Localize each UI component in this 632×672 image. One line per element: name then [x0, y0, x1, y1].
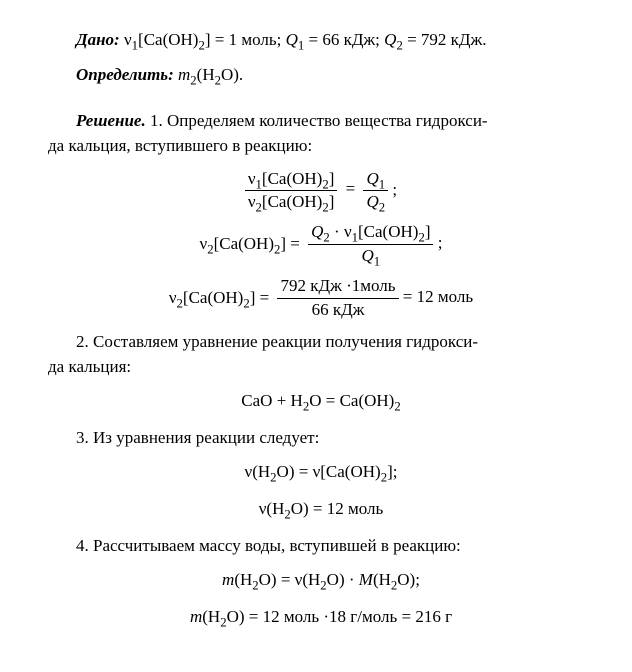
step-4: 4. Рассчитываем массу воды, вступившей в…	[48, 534, 594, 559]
step-3: 3. Из уравнения реакции следует:	[48, 426, 594, 451]
equation-nu-h2o-eq: ν(H2O) = ν[Ca(OH)2];	[48, 460, 594, 485]
equation-mass-symbolic: m(H2O) = ν(H2O) · M(H2O);	[48, 568, 594, 593]
determine-label: Определить:	[76, 65, 174, 84]
reaction-equation: CaO + H2O = Ca(OH)2	[48, 389, 594, 414]
solution-label: Решение.	[76, 111, 146, 130]
determine-line: Определить: m2(H2O).	[48, 63, 594, 88]
equation-nu2-numeric: ν2[Ca(OH)2] = 792 кДж ·1моль 66 кДж = 12…	[48, 276, 594, 320]
given-line: Дано: ν1[Ca(OH)2] = 1 моль; Q1 = 66 кДж;…	[48, 28, 594, 53]
equation-mass-numeric: m(H2O) = 12 моль ·18 г/моль = 216 г	[48, 605, 594, 630]
step-2-cont: да кальция:	[48, 355, 594, 380]
step-2: 2. Составляем уравнение реакции получени…	[48, 330, 594, 355]
equation-nu2-symbolic: ν2[Ca(OH)2] = Q2 · ν1[Ca(OH)2] Q1 ;	[48, 222, 594, 266]
solution-para-cont: да кальция, вступившего в реакцию:	[48, 134, 594, 159]
given-label: Дано:	[76, 30, 120, 49]
equation-ratio: ν1[Ca(OH)2] ν2[Ca(OH)2] = Q1 Q2 ;	[48, 169, 594, 213]
equation-nu-h2o-val: ν(H2O) = 12 моль	[48, 497, 594, 522]
solution-para: Решение. 1. Определяем количество вещест…	[48, 109, 594, 134]
